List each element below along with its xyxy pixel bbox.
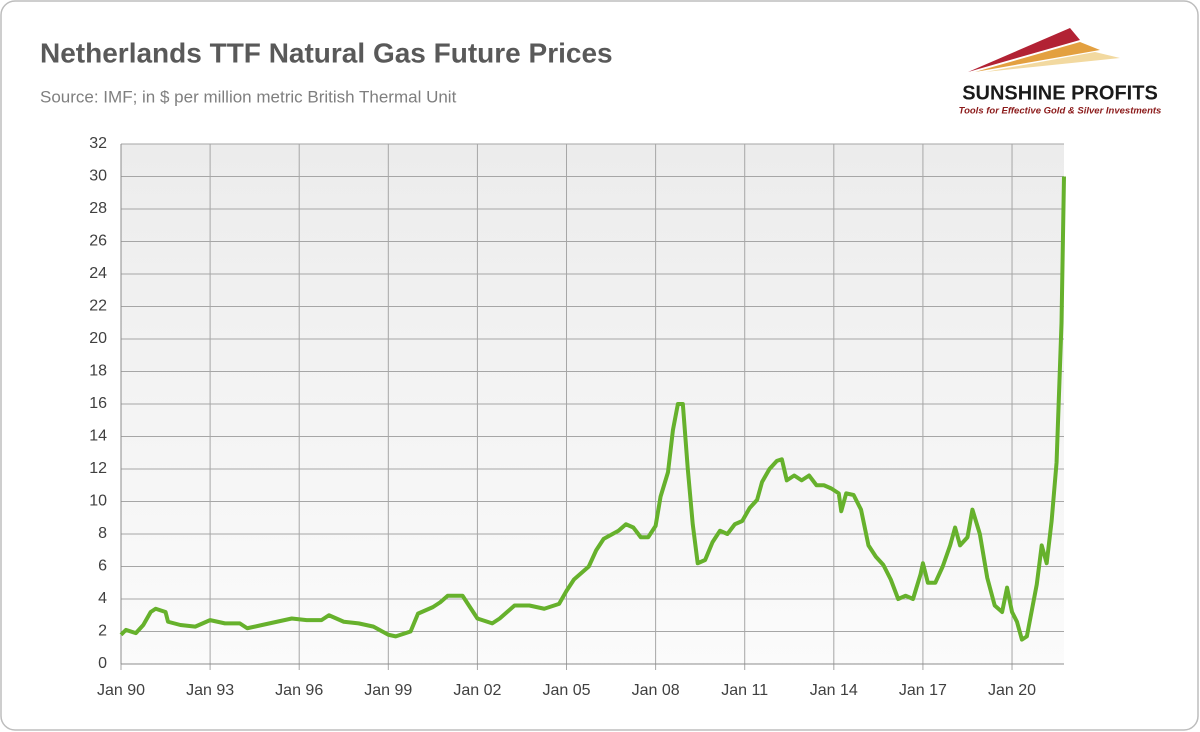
- chart-subtitle: Source: IMF; in $ per million metric Bri…: [40, 87, 457, 106]
- x-tick-label: Jan 05: [542, 682, 590, 699]
- logo-name: SUNSHINE PROFITS: [962, 82, 1158, 104]
- y-tick-label: 6: [98, 558, 107, 575]
- x-tick-label: Jan 11: [721, 682, 768, 699]
- x-tick-label: Jan 17: [899, 682, 947, 699]
- y-tick-label: 30: [89, 168, 107, 185]
- y-tick-label: 18: [89, 363, 107, 380]
- y-tick-label: 4: [98, 590, 107, 607]
- x-tick-label: Jan 90: [97, 682, 145, 699]
- y-tick-label: 12: [89, 460, 107, 477]
- x-tick-label: Jan 96: [275, 682, 323, 699]
- logo-swoosh: [968, 28, 1080, 72]
- y-tick-label: 10: [89, 493, 107, 510]
- y-tick-label: 26: [89, 233, 107, 250]
- y-tick-label: 0: [98, 655, 107, 672]
- y-tick-label: 22: [89, 298, 107, 315]
- y-tick-label: 32: [89, 135, 107, 152]
- y-tick-label: 16: [89, 395, 107, 412]
- x-tick-label: Jan 02: [453, 682, 501, 699]
- logo: SUNSHINE PROFITS Tools for Effective Gol…: [959, 28, 1162, 117]
- y-tick-label: 24: [89, 265, 107, 282]
- x-tick-label: Jan 99: [364, 682, 412, 699]
- x-tick-label: Jan 14: [810, 682, 858, 699]
- y-tick-label: 2: [98, 623, 107, 640]
- price-line: [119, 176, 1066, 642]
- y-tick-label: 14: [89, 428, 107, 445]
- logo-swoosh: [985, 52, 1120, 72]
- y-tick-label: 28: [89, 200, 107, 217]
- logo-swoosh: [975, 42, 1100, 72]
- x-tick-label: Jan 93: [186, 682, 234, 699]
- y-tick-label: 8: [98, 525, 107, 542]
- logo-tagline: Tools for Effective Gold & Silver Invest…: [959, 106, 1162, 117]
- x-tick-label: Jan 08: [632, 682, 680, 699]
- x-tick-label: Jan 20: [988, 682, 1036, 699]
- y-tick-label: 20: [89, 330, 107, 347]
- chart-title: Netherlands TTF Natural Gas Future Price…: [40, 37, 613, 68]
